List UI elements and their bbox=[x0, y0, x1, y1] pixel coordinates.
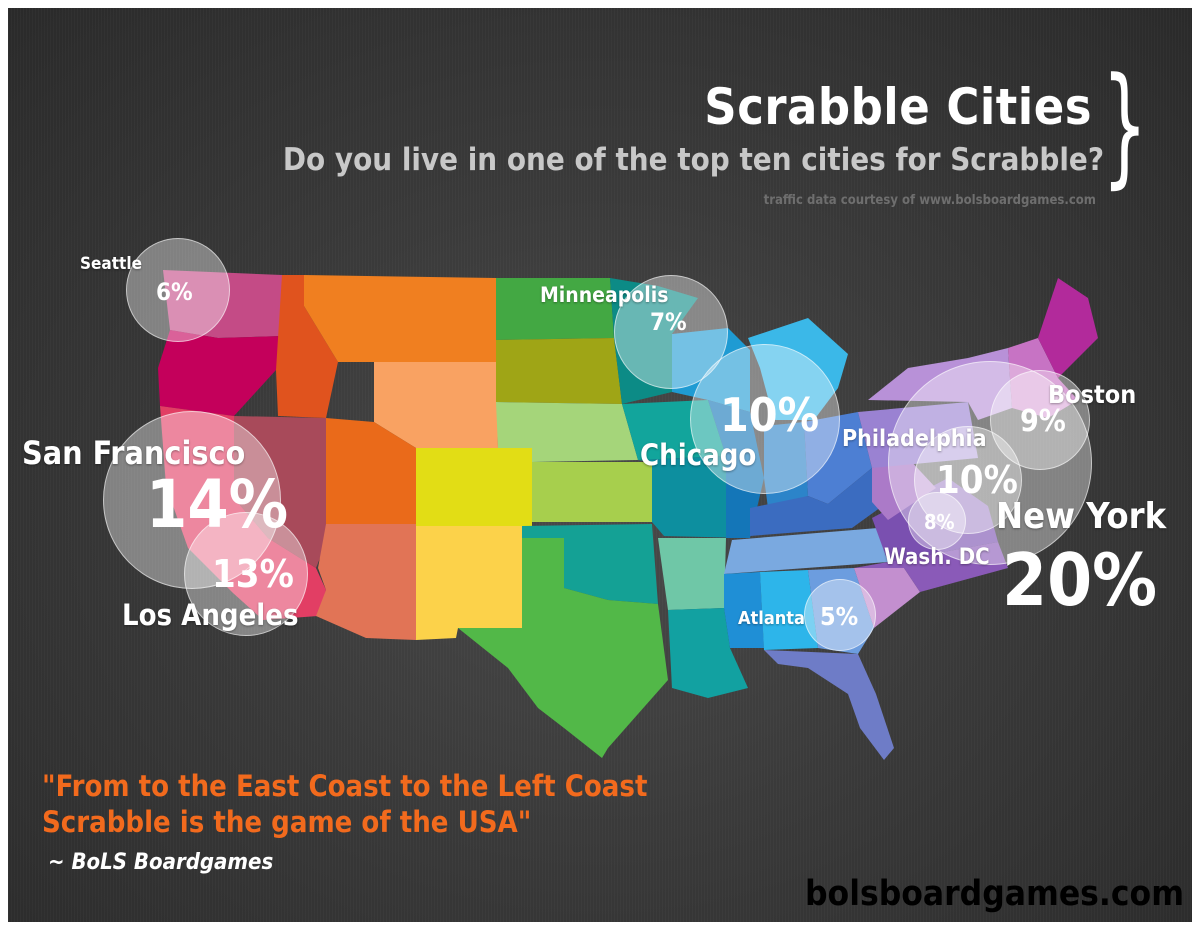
state-oklahoma bbox=[522, 524, 658, 604]
city-percent-atlanta: 5% bbox=[820, 602, 859, 631]
city-percent-chicago: 10% bbox=[720, 388, 820, 442]
quote-attribution: ~ BoLS Boardgames bbox=[48, 850, 274, 875]
city-name-boston: Boston bbox=[1048, 380, 1137, 409]
state-texas bbox=[458, 538, 668, 758]
city-name-chicago: Chicago bbox=[640, 438, 757, 472]
city-bubble-seattle bbox=[126, 238, 230, 342]
city-bubble-chicago bbox=[690, 344, 840, 494]
quote-line-1: "From to the East Coast to the Left Coas… bbox=[42, 769, 648, 803]
city-bubble-atlanta bbox=[804, 579, 876, 651]
city-name-seattle: Seattle bbox=[80, 254, 142, 274]
state-mississippi bbox=[724, 572, 764, 648]
state-arkansas bbox=[658, 538, 726, 610]
page-title: Scrabble Cities bbox=[704, 78, 1092, 136]
city-percent-seattle: 6% bbox=[156, 278, 193, 306]
title-brace: } bbox=[1102, 49, 1148, 201]
state-florida bbox=[764, 650, 894, 760]
state-maine bbox=[1038, 278, 1098, 378]
state-colorado bbox=[416, 448, 532, 526]
state-utah bbox=[326, 418, 416, 524]
state-new-mexico bbox=[416, 526, 522, 640]
city-name-wash-dc: Wash. DC bbox=[884, 545, 990, 570]
page-subtitle: Do you live in one of the top ten cities… bbox=[282, 142, 1104, 178]
state-kentucky bbox=[750, 468, 888, 536]
state-louisiana bbox=[668, 608, 748, 698]
state-south-dakota bbox=[496, 338, 622, 404]
site-name: bolsboardgames.com bbox=[805, 874, 1184, 914]
quote-line-2: Scrabble is the game of the USA" bbox=[42, 805, 532, 839]
city-name-atlanta: Atlanta bbox=[738, 608, 805, 629]
city-percent-boston: 9% bbox=[1020, 404, 1066, 439]
state-nebraska bbox=[496, 402, 638, 462]
state-kansas bbox=[532, 462, 652, 522]
state-oregon bbox=[158, 330, 282, 416]
city-percent-minneapolis: 7% bbox=[650, 308, 687, 336]
city-bubble-los-angeles bbox=[184, 512, 308, 636]
city-name-minneapolis: Minneapolis bbox=[540, 283, 669, 307]
data-credit: traffic data courtesy of www.bolsboardga… bbox=[763, 193, 1096, 208]
city-name-san-francisco: San Francisco bbox=[22, 434, 246, 472]
city-name-los-angeles: Los Angeles bbox=[122, 598, 299, 632]
city-name-philadelphia: Philadelphia bbox=[842, 426, 987, 452]
city-percent-los-angeles: 13% bbox=[212, 552, 294, 596]
city-name-new-york: New York bbox=[996, 496, 1167, 537]
state-tennessee bbox=[724, 528, 888, 574]
state-wyoming bbox=[374, 362, 498, 448]
state-idaho bbox=[276, 275, 338, 418]
city-percent-wash-dc: 8% bbox=[924, 510, 955, 534]
city-percent-new-york: 20% bbox=[1002, 538, 1158, 622]
state-arizona bbox=[316, 524, 416, 640]
state-north-dakota bbox=[496, 278, 614, 340]
city-bubble-wash-dc bbox=[908, 492, 966, 550]
state-alabama bbox=[760, 570, 818, 650]
state-montana bbox=[304, 275, 496, 362]
quote-block: "From to the East Coast to the Left Coas… bbox=[42, 768, 647, 840]
infographic-poster: Scrabble Cities } Do you live in one of … bbox=[8, 8, 1192, 922]
